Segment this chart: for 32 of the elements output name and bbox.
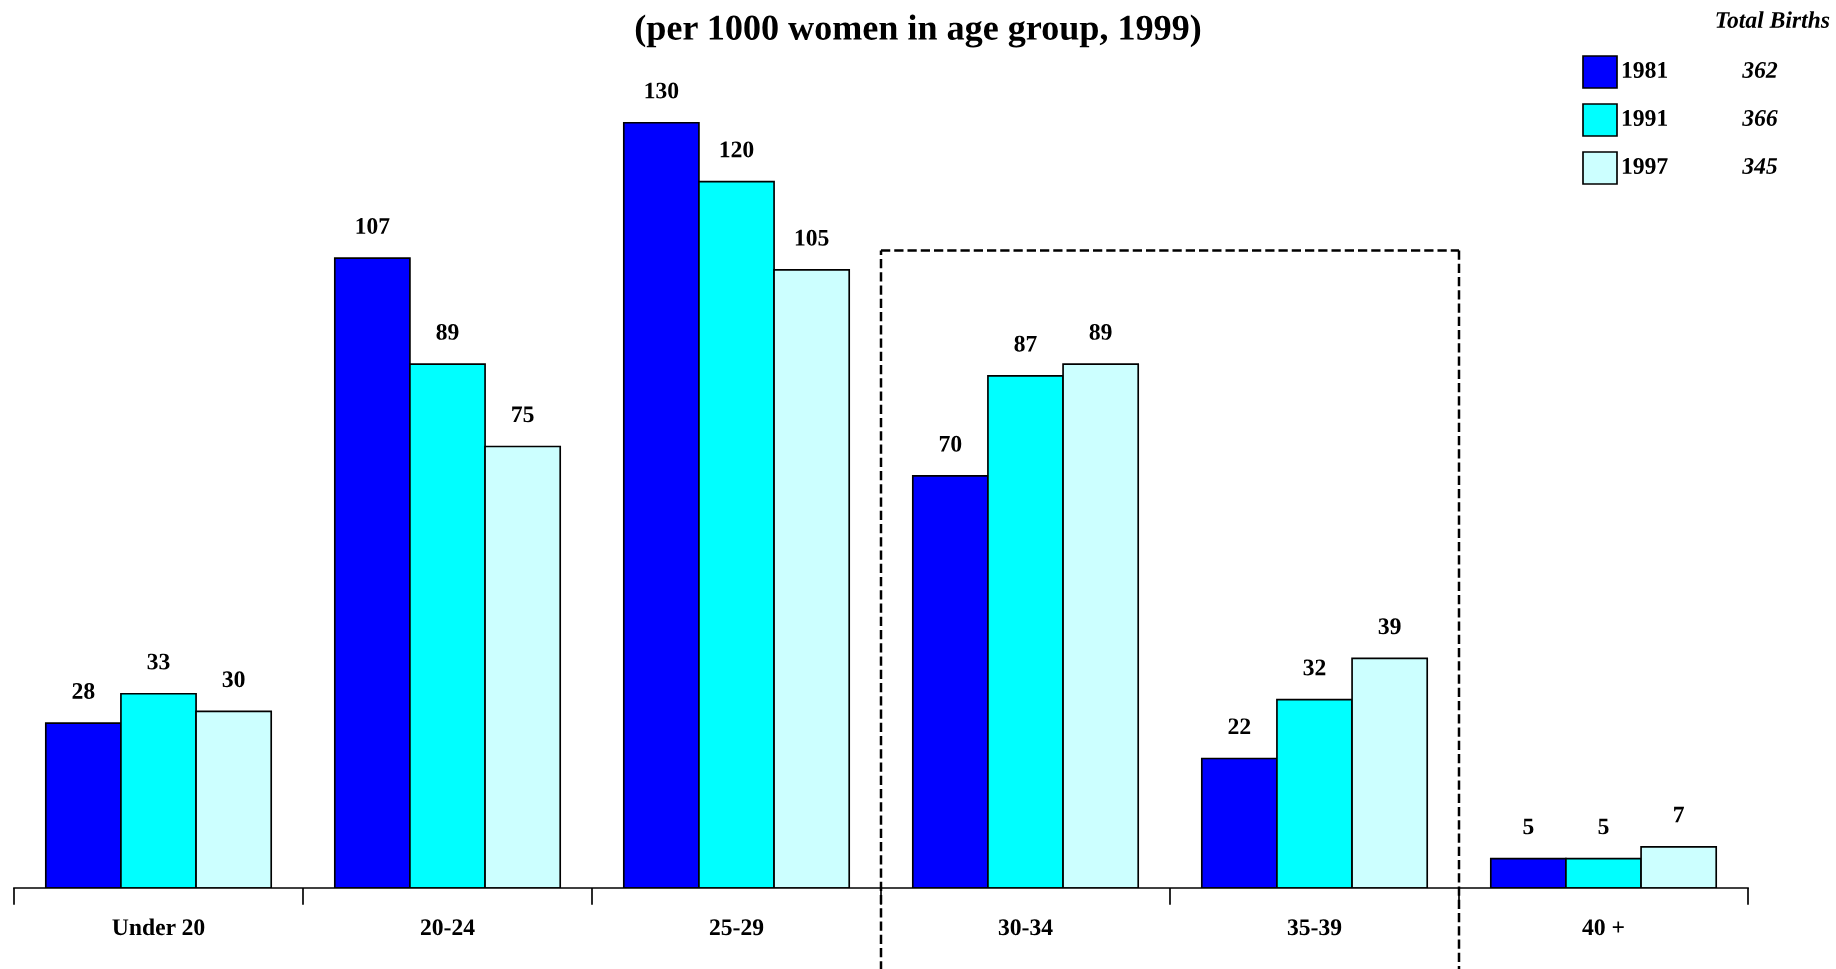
data-label: 120 bbox=[720, 141, 754, 158]
data-label: 22 bbox=[1228, 718, 1251, 735]
data-label: 7 bbox=[1674, 806, 1684, 823]
chart-subtitle: (per 1000 women in age group, 1999) bbox=[635, 14, 1201, 48]
annotation: 345 bbox=[1742, 158, 1778, 174]
data-label: 75 bbox=[512, 406, 534, 423]
x-tick-label: 35-39 bbox=[1287, 919, 1342, 936]
legend-label: 1981 bbox=[1622, 61, 1667, 78]
x-tick-label: 40 + bbox=[1582, 919, 1624, 936]
x-tick-label: 30-34 bbox=[998, 919, 1053, 936]
legend-label: 1997 bbox=[1622, 158, 1668, 174]
data-label: 33 bbox=[147, 653, 170, 670]
data-label: 130 bbox=[645, 82, 679, 99]
data-label: 32 bbox=[1303, 659, 1326, 676]
annotation: 366 bbox=[1742, 110, 1778, 126]
x-tick-label: 20-24 bbox=[420, 919, 475, 936]
data-label: 107 bbox=[356, 217, 390, 234]
x-tick-label: 25-29 bbox=[709, 919, 764, 936]
text: 362 bbox=[1742, 62, 1778, 78]
data-label: 87 bbox=[1014, 335, 1037, 352]
data-label: 105 bbox=[795, 229, 829, 246]
data-label: 30 bbox=[222, 671, 245, 688]
legend-label: 1991 bbox=[1622, 110, 1667, 126]
data-label: 5 bbox=[1598, 818, 1609, 835]
legend-title: Total Births bbox=[1716, 11, 1830, 28]
data-label: 28 bbox=[72, 683, 95, 699]
data-label: 89 bbox=[1089, 323, 1112, 340]
data-label: 70 bbox=[939, 435, 962, 452]
data-label: 39 bbox=[1378, 618, 1401, 635]
data-label: 89 bbox=[436, 323, 459, 340]
x-tick-label: Under 20 bbox=[112, 918, 205, 936]
data-label: 5 bbox=[1523, 818, 1534, 835]
